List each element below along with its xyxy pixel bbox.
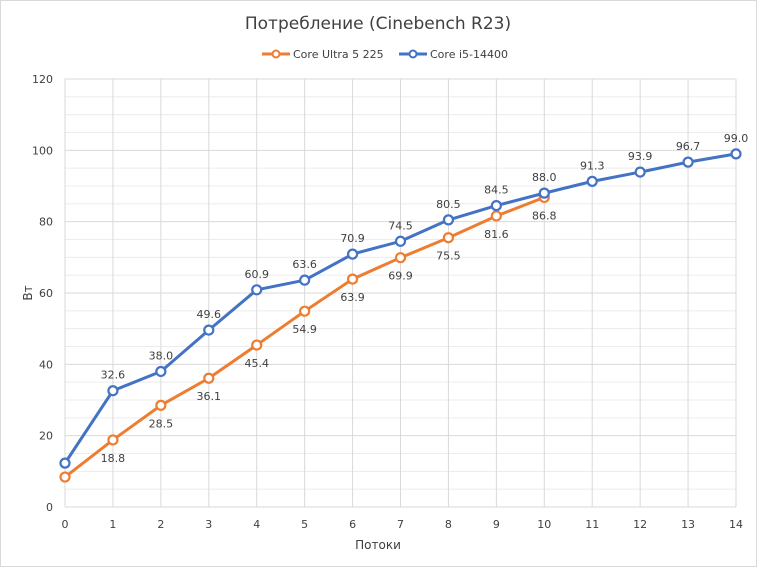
data-label: 32.6 [101, 369, 126, 382]
data-point [634, 166, 646, 178]
x-tick-label: 14 [729, 518, 743, 531]
y-tick-label: 40 [39, 358, 53, 371]
data-label: 70.9 [340, 232, 365, 245]
data-label: 84.5 [484, 184, 509, 197]
x-tick-label: 13 [681, 518, 695, 531]
data-label: 38.0 [149, 349, 174, 362]
series-group: 18.8 28.5 36.1 45.4 54.9 63.9 69.9 75.5 81.6 86.8… [59, 132, 749, 483]
data-point [346, 248, 359, 260]
data-label: 45.4 [244, 357, 269, 370]
y-tick-label: 80 [39, 216, 53, 229]
data-point [586, 175, 598, 187]
data-point [155, 365, 167, 378]
x-tick-label: 3 [205, 518, 212, 531]
data-label: 74.5 [388, 219, 413, 232]
data-point [490, 200, 502, 212]
data-point [346, 273, 359, 285]
x-tick-label: 9 [493, 518, 500, 531]
data-label: 18.8 [101, 452, 126, 465]
data-label: 63.6 [292, 258, 317, 271]
data-point [394, 235, 407, 247]
y-tick-label: 100 [32, 144, 53, 157]
x-tick-label: 12 [633, 518, 647, 531]
x-tick-label: 10 [537, 518, 551, 531]
x-tick-label: 6 [349, 518, 356, 531]
legend-item-1: Core i5-14400 [399, 48, 508, 61]
data-label: 75.5 [436, 250, 461, 263]
y-axis-label: Вт [21, 285, 35, 300]
data-label: 28.5 [149, 417, 174, 430]
data-label: 60.9 [244, 268, 269, 281]
data-label: 69.9 [388, 270, 413, 283]
y-tick-label: 120 [32, 73, 53, 86]
data-point [107, 434, 119, 446]
series-0: 18.8 28.5 36.1 45.4 54.9 63.9 69.9 75.5 81.6 86.8 [59, 191, 557, 483]
x-tick-label: 8 [445, 518, 452, 531]
x-tick-label: 7 [397, 518, 404, 531]
x-tick-label: 4 [253, 518, 260, 531]
data-point [538, 187, 550, 199]
data-point [394, 252, 407, 264]
data-label: 36.1 [197, 390, 222, 403]
legend-marker [271, 49, 281, 59]
data-label: 49.6 [197, 308, 222, 321]
data-point [203, 372, 215, 384]
data-point [107, 385, 119, 397]
data-point [442, 232, 455, 244]
data-point [251, 284, 263, 296]
x-tick-label: 2 [157, 518, 164, 531]
legend: Core Ultra 5 225 Core i5-14400 [262, 48, 508, 61]
data-label: 91.3 [580, 159, 605, 172]
data-point [490, 210, 502, 222]
x-tick-label: 0 [62, 518, 69, 531]
data-point [251, 339, 263, 351]
y-tick-label: 20 [39, 430, 53, 443]
gridlines [64, 78, 737, 508]
legend-label: Core Ultra 5 225 [293, 48, 384, 61]
data-label: 81.6 [484, 228, 509, 241]
data-point [155, 399, 167, 411]
y-tick-label: 60 [39, 287, 53, 300]
data-label: 99.0 [724, 132, 749, 145]
x-tick-label: 11 [585, 518, 599, 531]
legend-marker [408, 49, 418, 59]
data-point [682, 156, 694, 168]
data-point [442, 214, 455, 226]
y-tick-label: 0 [46, 501, 53, 514]
data-point [59, 471, 71, 483]
legend-label: Core i5-14400 [430, 48, 508, 61]
x-tick-label: 5 [301, 518, 308, 531]
data-label: 96.7 [676, 140, 701, 153]
series-1: 32.6 38.0 49.6 60.9 63.6 70.9 74.5 80.5 84.5 88.0… [59, 132, 749, 469]
data-point [299, 305, 311, 317]
data-label: 88.0 [532, 171, 557, 184]
data-point [299, 274, 311, 286]
data-point [730, 148, 742, 160]
data-point [203, 324, 215, 336]
data-label: 54.9 [292, 323, 317, 336]
data-label: 93.9 [628, 150, 653, 163]
chart-title: Потребление (Cinebench R23) [245, 14, 511, 34]
legend-item-0: Core Ultra 5 225 [262, 48, 384, 61]
data-label: 63.9 [340, 291, 365, 304]
data-label: 86.8 [532, 209, 557, 222]
x-tick-label: 1 [109, 518, 116, 531]
data-point [59, 457, 71, 469]
x-axis-label: Потоки [355, 538, 401, 552]
data-label: 80.5 [436, 198, 461, 211]
